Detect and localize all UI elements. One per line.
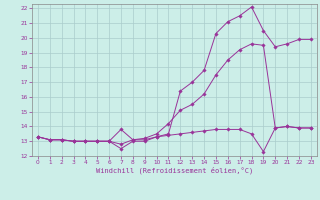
X-axis label: Windchill (Refroidissement éolien,°C): Windchill (Refroidissement éolien,°C)	[96, 167, 253, 174]
